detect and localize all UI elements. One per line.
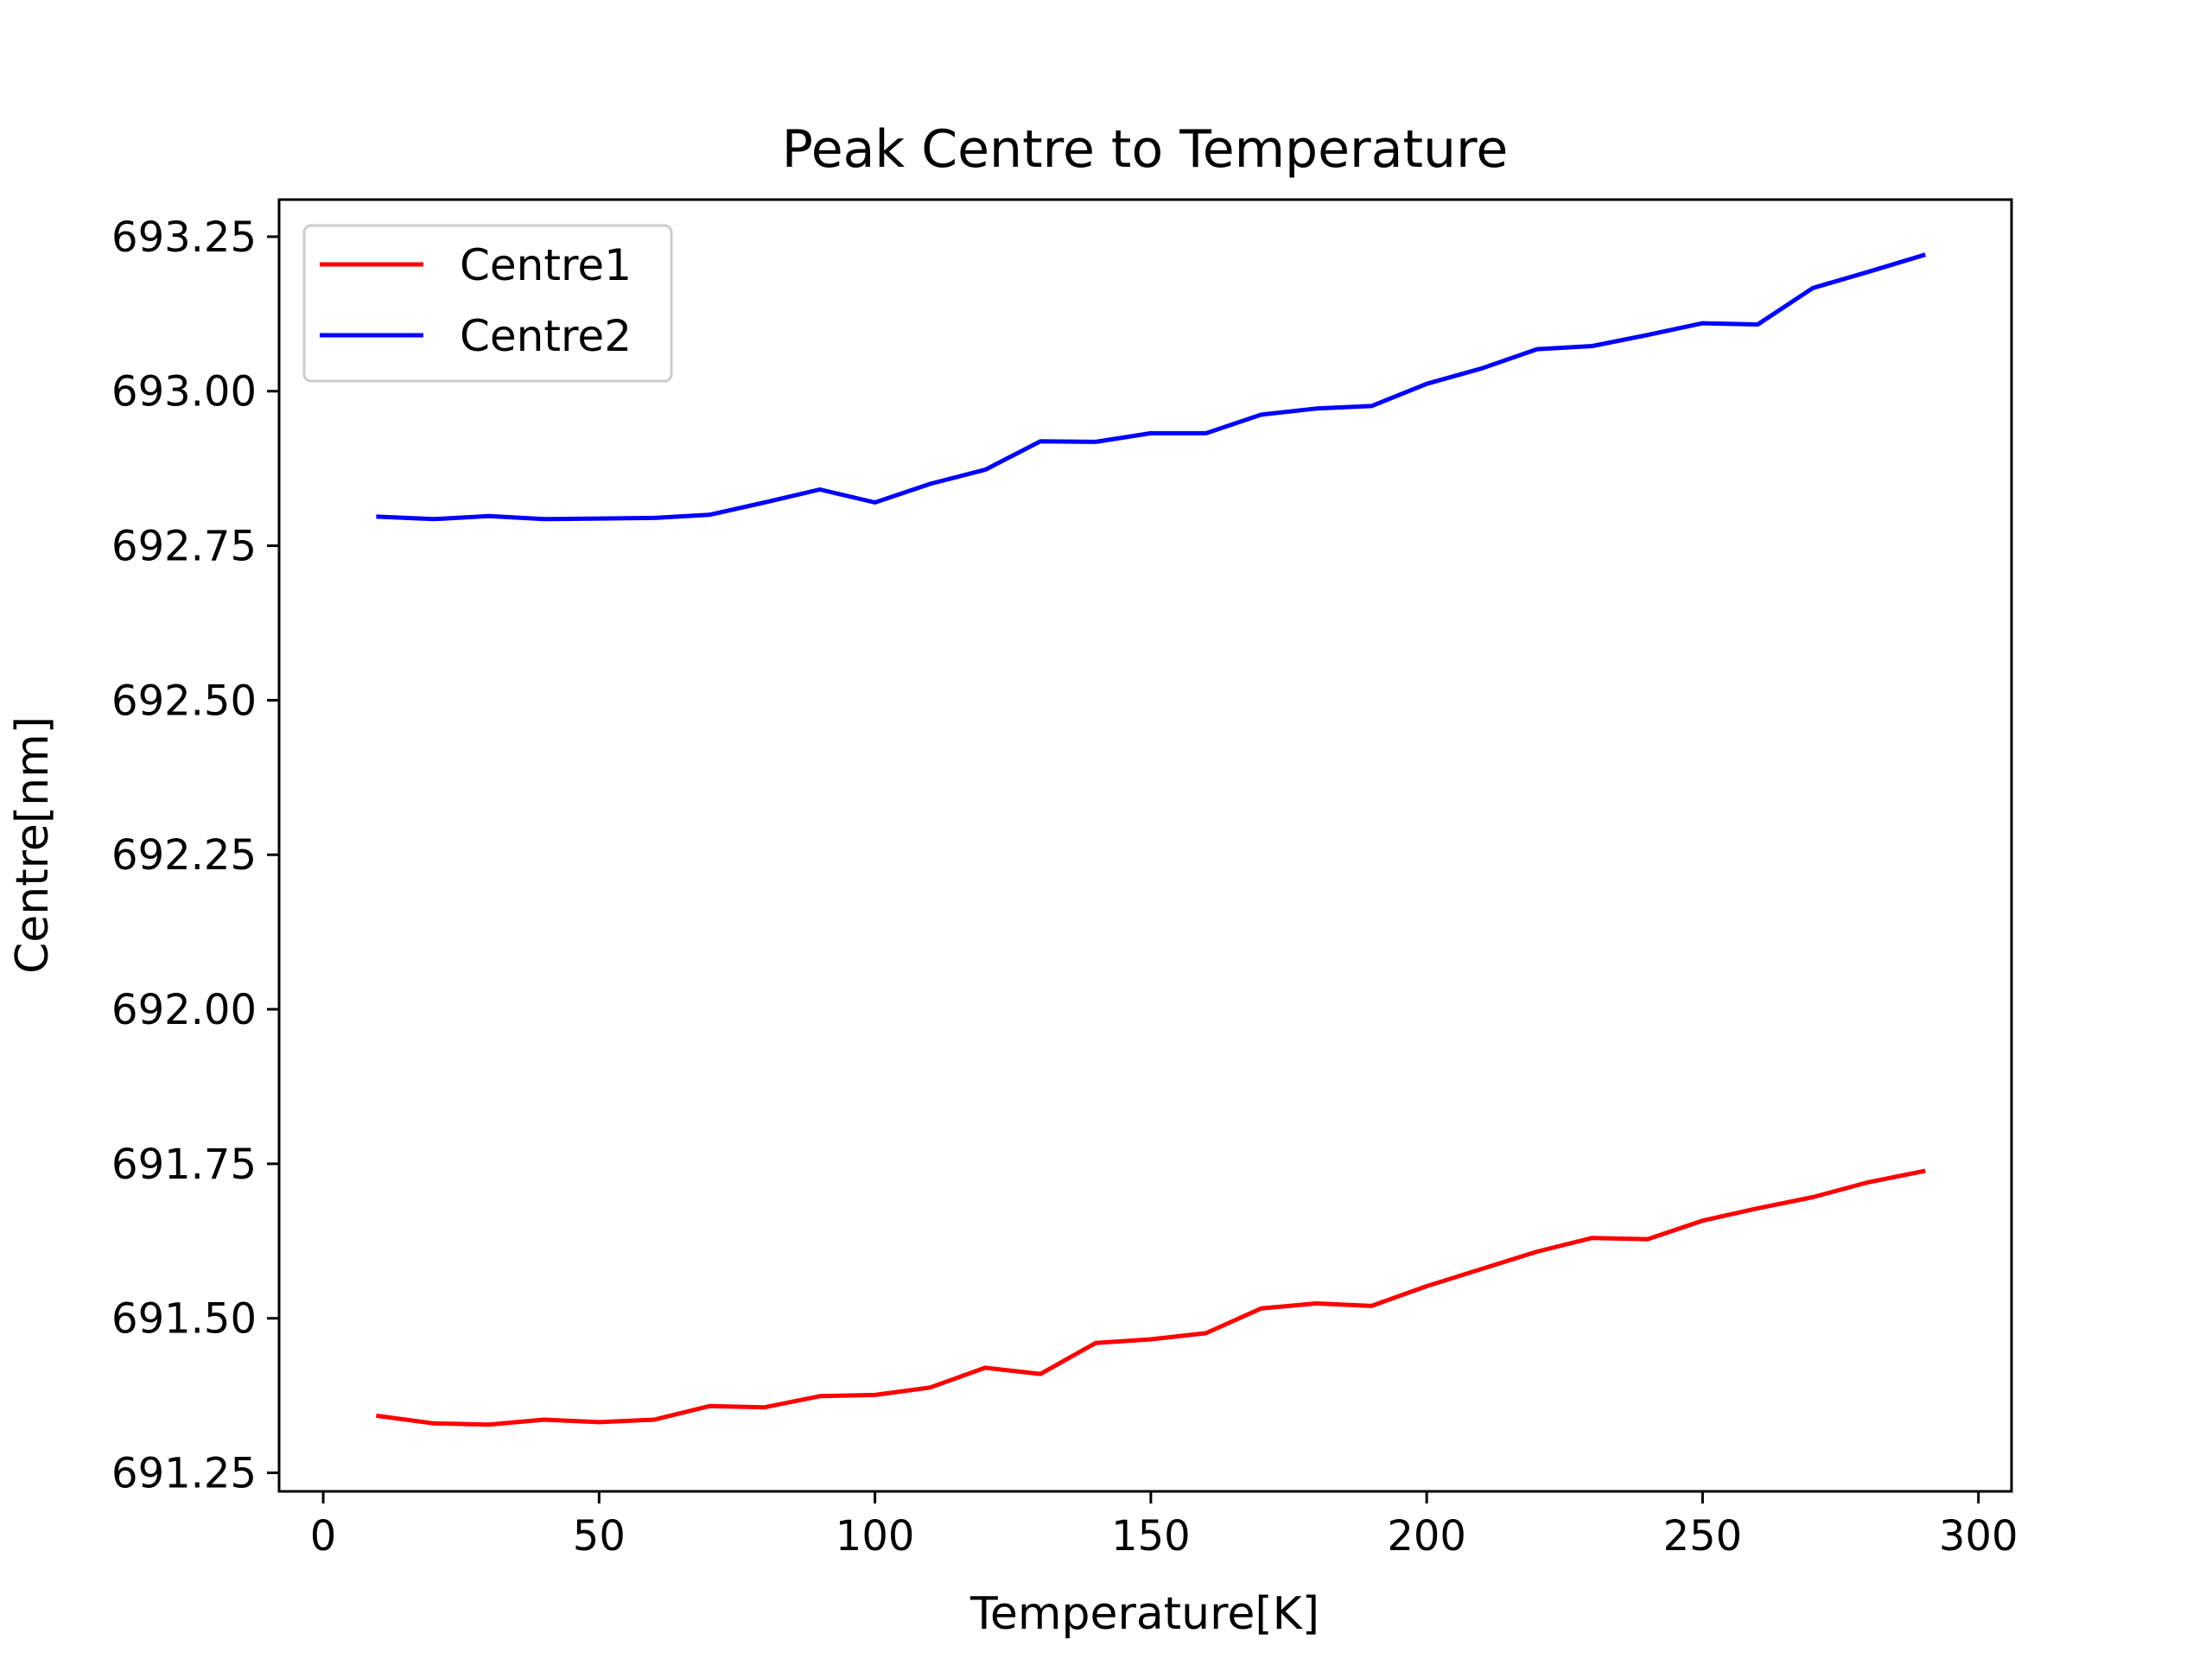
y-tick-label: 693.00 (111, 368, 257, 416)
series-layer (376, 252, 1926, 1427)
legend-label-centre1: Centre1 (460, 240, 632, 290)
x-tick-label: 150 (1111, 1512, 1191, 1560)
x-tick-label: 300 (1939, 1512, 2018, 1560)
y-tick-label: 692.00 (111, 986, 257, 1034)
series-line-centre1 (376, 1168, 1926, 1427)
y-tick-label: 691.75 (111, 1141, 257, 1189)
legend: Centre1 Centre2 (302, 224, 673, 383)
y-tick-label: 693.25 (111, 213, 257, 262)
x-tick-label: 250 (1663, 1512, 1743, 1560)
x-tick-label: 100 (836, 1512, 915, 1560)
y-tick-label: 692.25 (111, 831, 257, 880)
y-tick-label: 691.50 (111, 1295, 257, 1344)
y-tick-label: 692.50 (111, 677, 257, 725)
y-axis-ticks: 691.25 691.50 691.75 692.00 692.25 692.50 692.… (111, 213, 279, 1498)
x-axis-ticks: 0 50 100 150 200 250 300 (310, 1491, 2018, 1560)
x-tick-label: 200 (1387, 1512, 1466, 1560)
y-axis-label: Centre[nm] (7, 716, 59, 974)
legend-label-centre2: Centre2 (460, 311, 632, 361)
x-tick-label: 0 (310, 1512, 337, 1560)
y-tick-label: 691.25 (111, 1450, 257, 1498)
x-tick-label: 50 (573, 1512, 626, 1560)
series-line-centre2 (376, 252, 1926, 522)
chart-title: Peak Centre to Temperature (782, 119, 1509, 180)
y-tick-label: 692.75 (111, 523, 257, 571)
plot-frame (277, 198, 2013, 1493)
x-axis-label: Temperature[K] (969, 1588, 1319, 1640)
